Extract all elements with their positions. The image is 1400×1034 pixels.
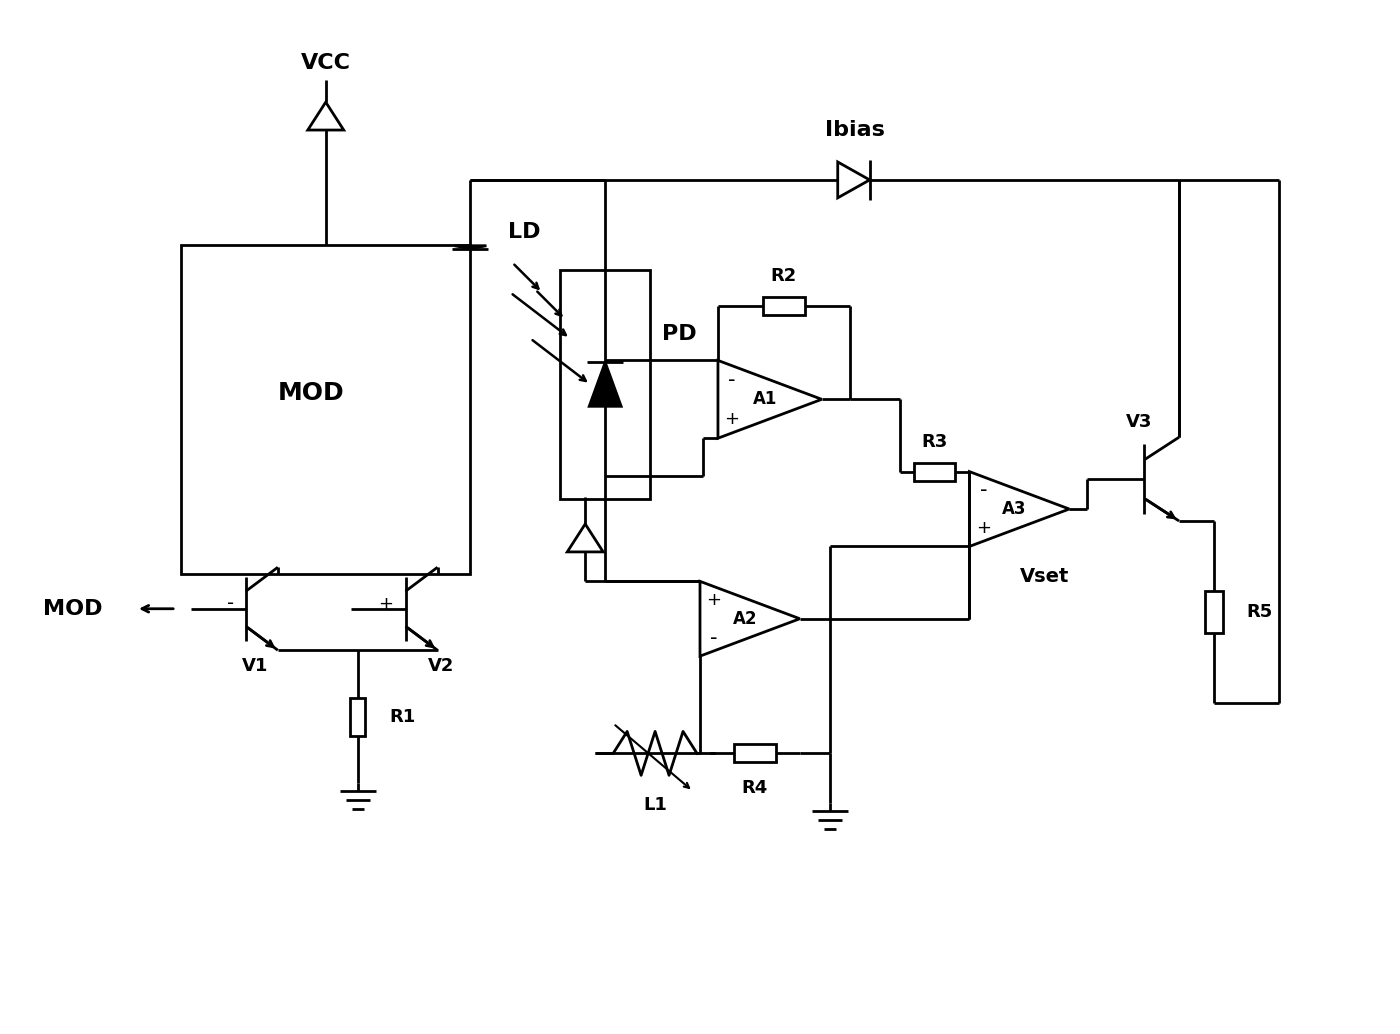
Text: -: - — [710, 628, 718, 647]
Text: Vset: Vset — [1019, 567, 1070, 586]
Polygon shape — [589, 362, 622, 406]
Text: +: + — [724, 410, 739, 428]
Polygon shape — [455, 246, 486, 249]
Bar — [763, 297, 805, 314]
Text: Ibias: Ibias — [825, 120, 885, 140]
Text: R4: R4 — [742, 780, 769, 797]
Text: A2: A2 — [732, 610, 757, 628]
Text: L1: L1 — [643, 796, 666, 814]
Text: PD: PD — [662, 324, 697, 344]
Text: -: - — [980, 480, 987, 500]
Text: V1: V1 — [242, 658, 269, 675]
Bar — [350, 698, 365, 736]
Text: +: + — [378, 595, 393, 613]
Bar — [560, 270, 650, 499]
Text: V2: V2 — [427, 658, 454, 675]
Text: A3: A3 — [1002, 500, 1026, 518]
Bar — [734, 744, 776, 762]
Bar — [914, 462, 955, 481]
Text: +: + — [707, 590, 721, 609]
Text: V3: V3 — [1126, 413, 1152, 430]
Text: VCC: VCC — [301, 53, 351, 73]
Text: MOD: MOD — [279, 381, 344, 405]
Text: -: - — [728, 369, 735, 390]
Bar — [1205, 591, 1224, 633]
Text: R3: R3 — [921, 432, 948, 451]
Text: R5: R5 — [1246, 603, 1273, 621]
Bar — [181, 245, 470, 574]
Text: MOD: MOD — [43, 599, 104, 618]
Text: LD: LD — [508, 222, 540, 242]
Text: R2: R2 — [771, 267, 797, 284]
Text: +: + — [976, 519, 991, 537]
Text: R1: R1 — [389, 707, 416, 726]
Text: A1: A1 — [753, 390, 777, 408]
Text: -: - — [227, 595, 234, 613]
